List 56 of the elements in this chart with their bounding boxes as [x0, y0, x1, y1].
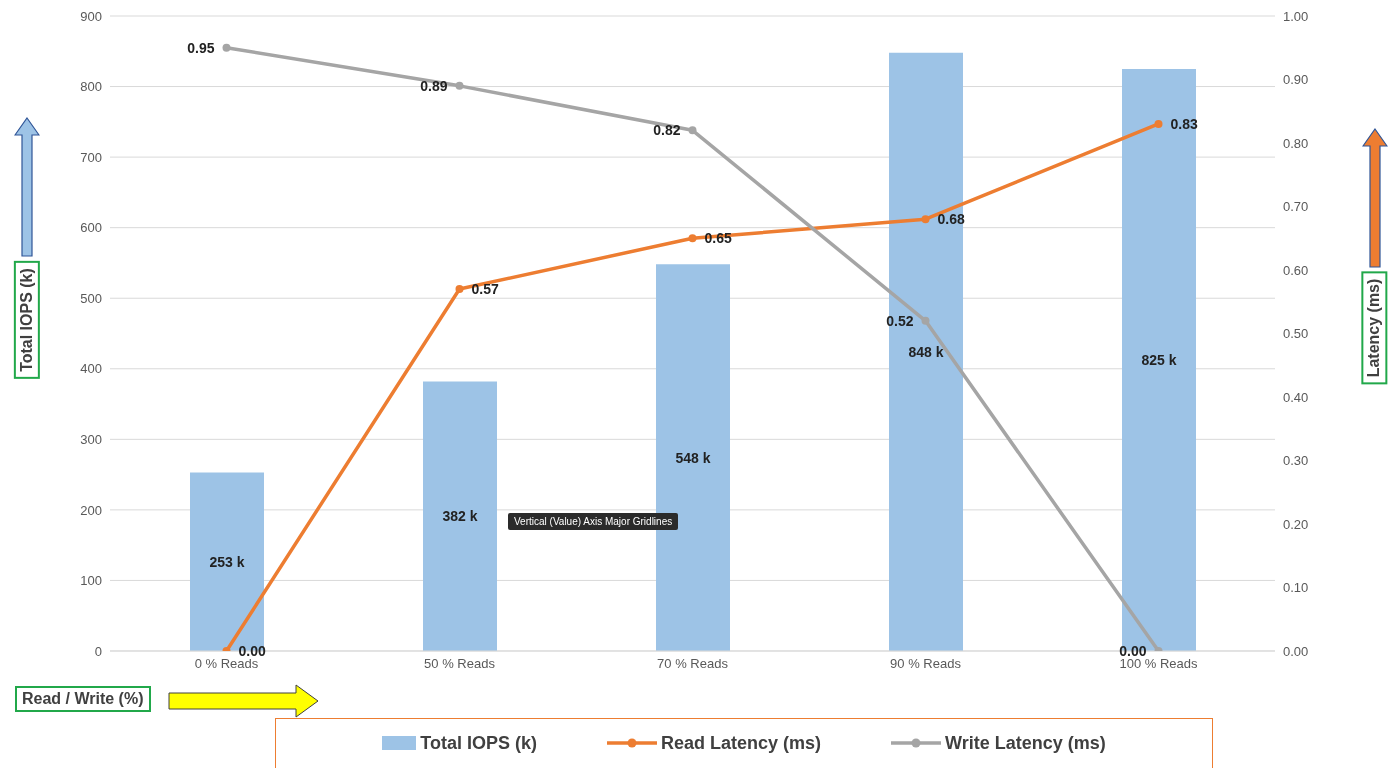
data-label: 548 k: [675, 449, 711, 466]
point: [921, 215, 930, 224]
y-tick-label: 600: [80, 220, 102, 236]
x-axis-title: Read / Write (%): [15, 686, 151, 712]
bar: [423, 381, 497, 651]
point: [688, 234, 697, 243]
legend-label: Total IOPS (k): [420, 732, 537, 754]
data-label: 0.89: [420, 77, 448, 94]
data-label: 0.68: [937, 211, 965, 228]
point: [455, 285, 464, 294]
legend-label: Write Latency (ms): [945, 732, 1106, 754]
point: [1154, 119, 1163, 128]
y2-tick-label: 0.60: [1283, 262, 1309, 278]
point: [921, 316, 930, 325]
x-tick-label: 90 % Reads: [890, 656, 962, 672]
data-label: 848 k: [908, 343, 944, 360]
y2-tick-label: 0.30: [1283, 453, 1309, 469]
data-label: 0.57: [471, 281, 499, 298]
data-label: 0.95: [187, 39, 215, 56]
y-tick-label: 300: [80, 431, 102, 447]
data-label: 0.52: [886, 312, 914, 329]
y-tick-label: 400: [80, 361, 102, 377]
y-tick-label: 700: [80, 149, 102, 165]
point: [222, 43, 231, 52]
y2-tick-label: 0.50: [1283, 326, 1309, 342]
y2-tick-label: 0.70: [1283, 199, 1309, 215]
point: [688, 126, 697, 135]
y-tick-label: 200: [80, 502, 102, 518]
y-tick-label: 0: [94, 643, 102, 659]
y2-tick-label: 1.00: [1283, 8, 1309, 24]
y-tick-label: 100: [80, 573, 102, 589]
y2-tick-label: 0.40: [1283, 389, 1309, 405]
x-tick-label: 0 % Reads: [194, 656, 259, 672]
annotation: Vertical (Value) Axis Major Gridlines: [508, 513, 679, 530]
y2-tick-label: 0.00: [1283, 643, 1309, 659]
data-label: 0.82: [653, 122, 681, 139]
x-tick-label: 50 % Reads: [424, 656, 496, 672]
point: [455, 81, 464, 90]
data-label: 0.00: [1119, 642, 1147, 659]
y-tick-label: 500: [80, 290, 102, 306]
x-tick-label: 70 % Reads: [657, 656, 729, 672]
x-tick-label: 100 % Reads: [1119, 656, 1199, 672]
y-tick-label: 900: [80, 8, 102, 24]
legend-label: Read Latency (ms): [660, 732, 822, 754]
y-axis-title: Total IOPS (k): [14, 261, 40, 379]
y2-tick-label: 0.10: [1283, 580, 1309, 596]
data-label: 0.00: [238, 642, 266, 659]
data-label: 382 k: [442, 508, 478, 525]
y2-tick-label: 0.80: [1283, 135, 1309, 151]
data-label: 253 k: [209, 553, 245, 570]
data-label: 825 k: [1141, 351, 1177, 368]
y2-tick-label: 0.20: [1283, 516, 1309, 532]
y2-tick-label: 0.90: [1283, 72, 1309, 88]
y2-axis-title: Latency (ms): [1361, 271, 1388, 385]
y-tick-label: 800: [80, 79, 102, 95]
data-label: 0.83: [1170, 115, 1198, 132]
